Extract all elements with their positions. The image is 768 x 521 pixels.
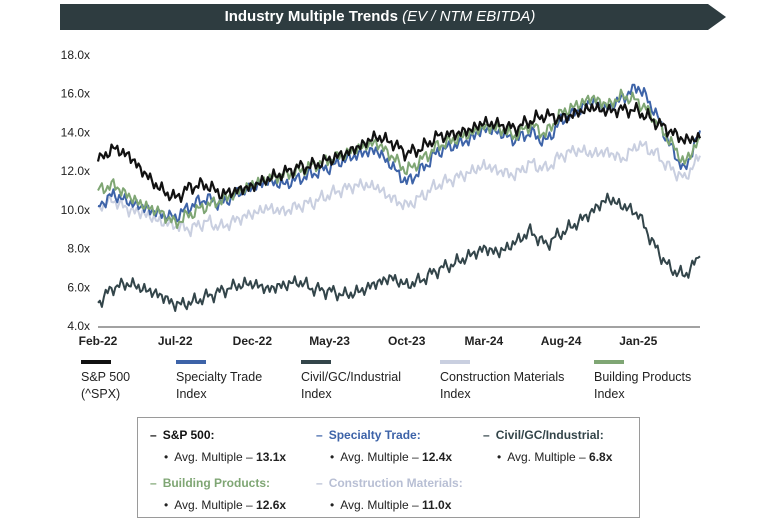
x-tick-label: Mar-24 [465,334,504,348]
summary-dash: – [150,428,157,442]
legend: S&P 500 (^SPX) Specialty Trade Index Civ… [0,360,768,410]
summary-specialty: – Specialty Trade: • Avg. Multiple – 12.4x [316,427,452,465]
summary-heading-sp500: S&P 500: [162,428,215,442]
bullet-icon: • [164,450,169,464]
legend-label-construction-line2: Index [440,387,471,401]
summary-sp500: – S&P 500: • Avg. Multiple – 13.1x [150,427,286,465]
y-axis: 4.0x 6.0x 8.0x 10.0x 12.0x 14.0x 16.0x 18.0x [61,48,90,333]
summary-dash: – [316,428,323,442]
legend-label-construction-line1: Construction Materials [440,370,565,384]
series-group [96,83,702,312]
legend-label-building-line2: Index [594,387,625,401]
summary-dash: – [150,476,157,490]
summary-heading-construction: Construction Materials: [328,476,463,490]
summary-dash: – [483,428,490,442]
y-tick-label: 8.0x [67,242,90,256]
x-tick-label: Oct-23 [388,334,426,348]
y-tick-label: 18.0x [61,48,90,62]
x-tick-label: Dec-22 [233,334,273,348]
summary-value-building: 12.6x [256,498,287,512]
legend-swatch-civil [301,360,331,364]
summary-avg-label: Avg. Multiple – [340,498,423,512]
legend-label-specialty-line2: Index [176,387,207,401]
legend-swatch-construction [440,360,470,364]
y-tick-label: 12.0x [61,164,90,178]
summary-heading-building: Building Products: [162,476,271,490]
bullet-icon: • [330,498,335,512]
legend-label-sp500-line1: S&P 500 [81,370,131,384]
chart-title: Industry Multiple Trends (EV / NTM EBITD… [60,4,700,30]
legend-label-civil-line2: Index [301,387,332,401]
line-chart: 4.0x 6.0x 8.0x 10.0x 12.0x 14.0x 16.0x 18.0x Fe… [61,48,702,348]
summary-value-sp500: 13.1x [256,450,287,464]
y-tick-label: 6.0x [67,280,90,294]
y-tick-label: 10.0x [61,203,90,217]
summary-civil: – Civil/GC/Industrial: • Avg. Multiple – 6… [483,427,612,465]
x-tick-label: Feb-22 [79,334,118,348]
title-banner-shape [60,4,726,30]
x-tick-label: Aug-24 [541,334,582,348]
summary-avg-label: Avg. Multiple – [340,450,423,464]
x-tick-label: Jan-25 [619,334,657,348]
summary-avg-label: Avg. Multiple – [174,450,257,464]
summary-value-civil: 6.8x [589,450,613,464]
series-line-construction [97,140,701,238]
summary-construction: – Construction Materials: • Avg. Multiple … [316,475,463,513]
series-line-sp500 [96,101,702,203]
legend-swatch-sp500 [81,360,111,364]
summary-building: – Building Products: • Avg. Multiple – 12.… [150,475,286,513]
legend-swatch-building [594,360,624,364]
legend-label-building-line1: Building Products [594,370,692,384]
legend-label-civil-line1: Civil/GC/Industrial [301,370,402,384]
legend-label-sp500-line2: (^SPX) [81,387,121,401]
summary-heading-civil: Civil/GC/Industrial: [495,428,604,442]
summary-heading-specialty: Specialty Trade: [328,428,421,442]
x-tick-label: May-23 [309,334,350,348]
x-axis: Feb-22 Jul-22 Dec-22 May-23 Oct-23 Mar-24 Aug-… [79,326,700,348]
summary-box: – S&P 500: • Avg. Multiple – 13.1x – Specia… [137,417,640,518]
series-line-civil [97,192,701,312]
summary-avg-label: Avg. Multiple – [507,450,590,464]
summary-avg-label: Avg. Multiple – [174,498,257,512]
y-tick-label: 14.0x [61,125,90,139]
chart-title-sub: (EV / NTM EBITDA) [402,8,536,25]
summary-dash: – [316,476,323,490]
y-tick-label: 16.0x [61,87,90,101]
y-tick-label: 4.0x [67,319,90,333]
legend-label-specialty-line1: Specialty Trade [176,370,263,384]
summary-value-specialty: 12.4x [422,450,453,464]
bullet-icon: • [497,450,502,464]
summary-value-construction: 11.0x [422,498,452,512]
x-tick-label: Jul-22 [158,334,193,348]
title-banner: Industry Multiple Trends (EV / NTM EBITD… [60,4,726,30]
bullet-icon: • [330,450,335,464]
series-line-building [97,88,701,229]
legend-swatch-specialty [176,360,206,364]
chart-title-main: Industry Multiple Trends [224,8,398,25]
bullet-icon: • [164,498,169,512]
